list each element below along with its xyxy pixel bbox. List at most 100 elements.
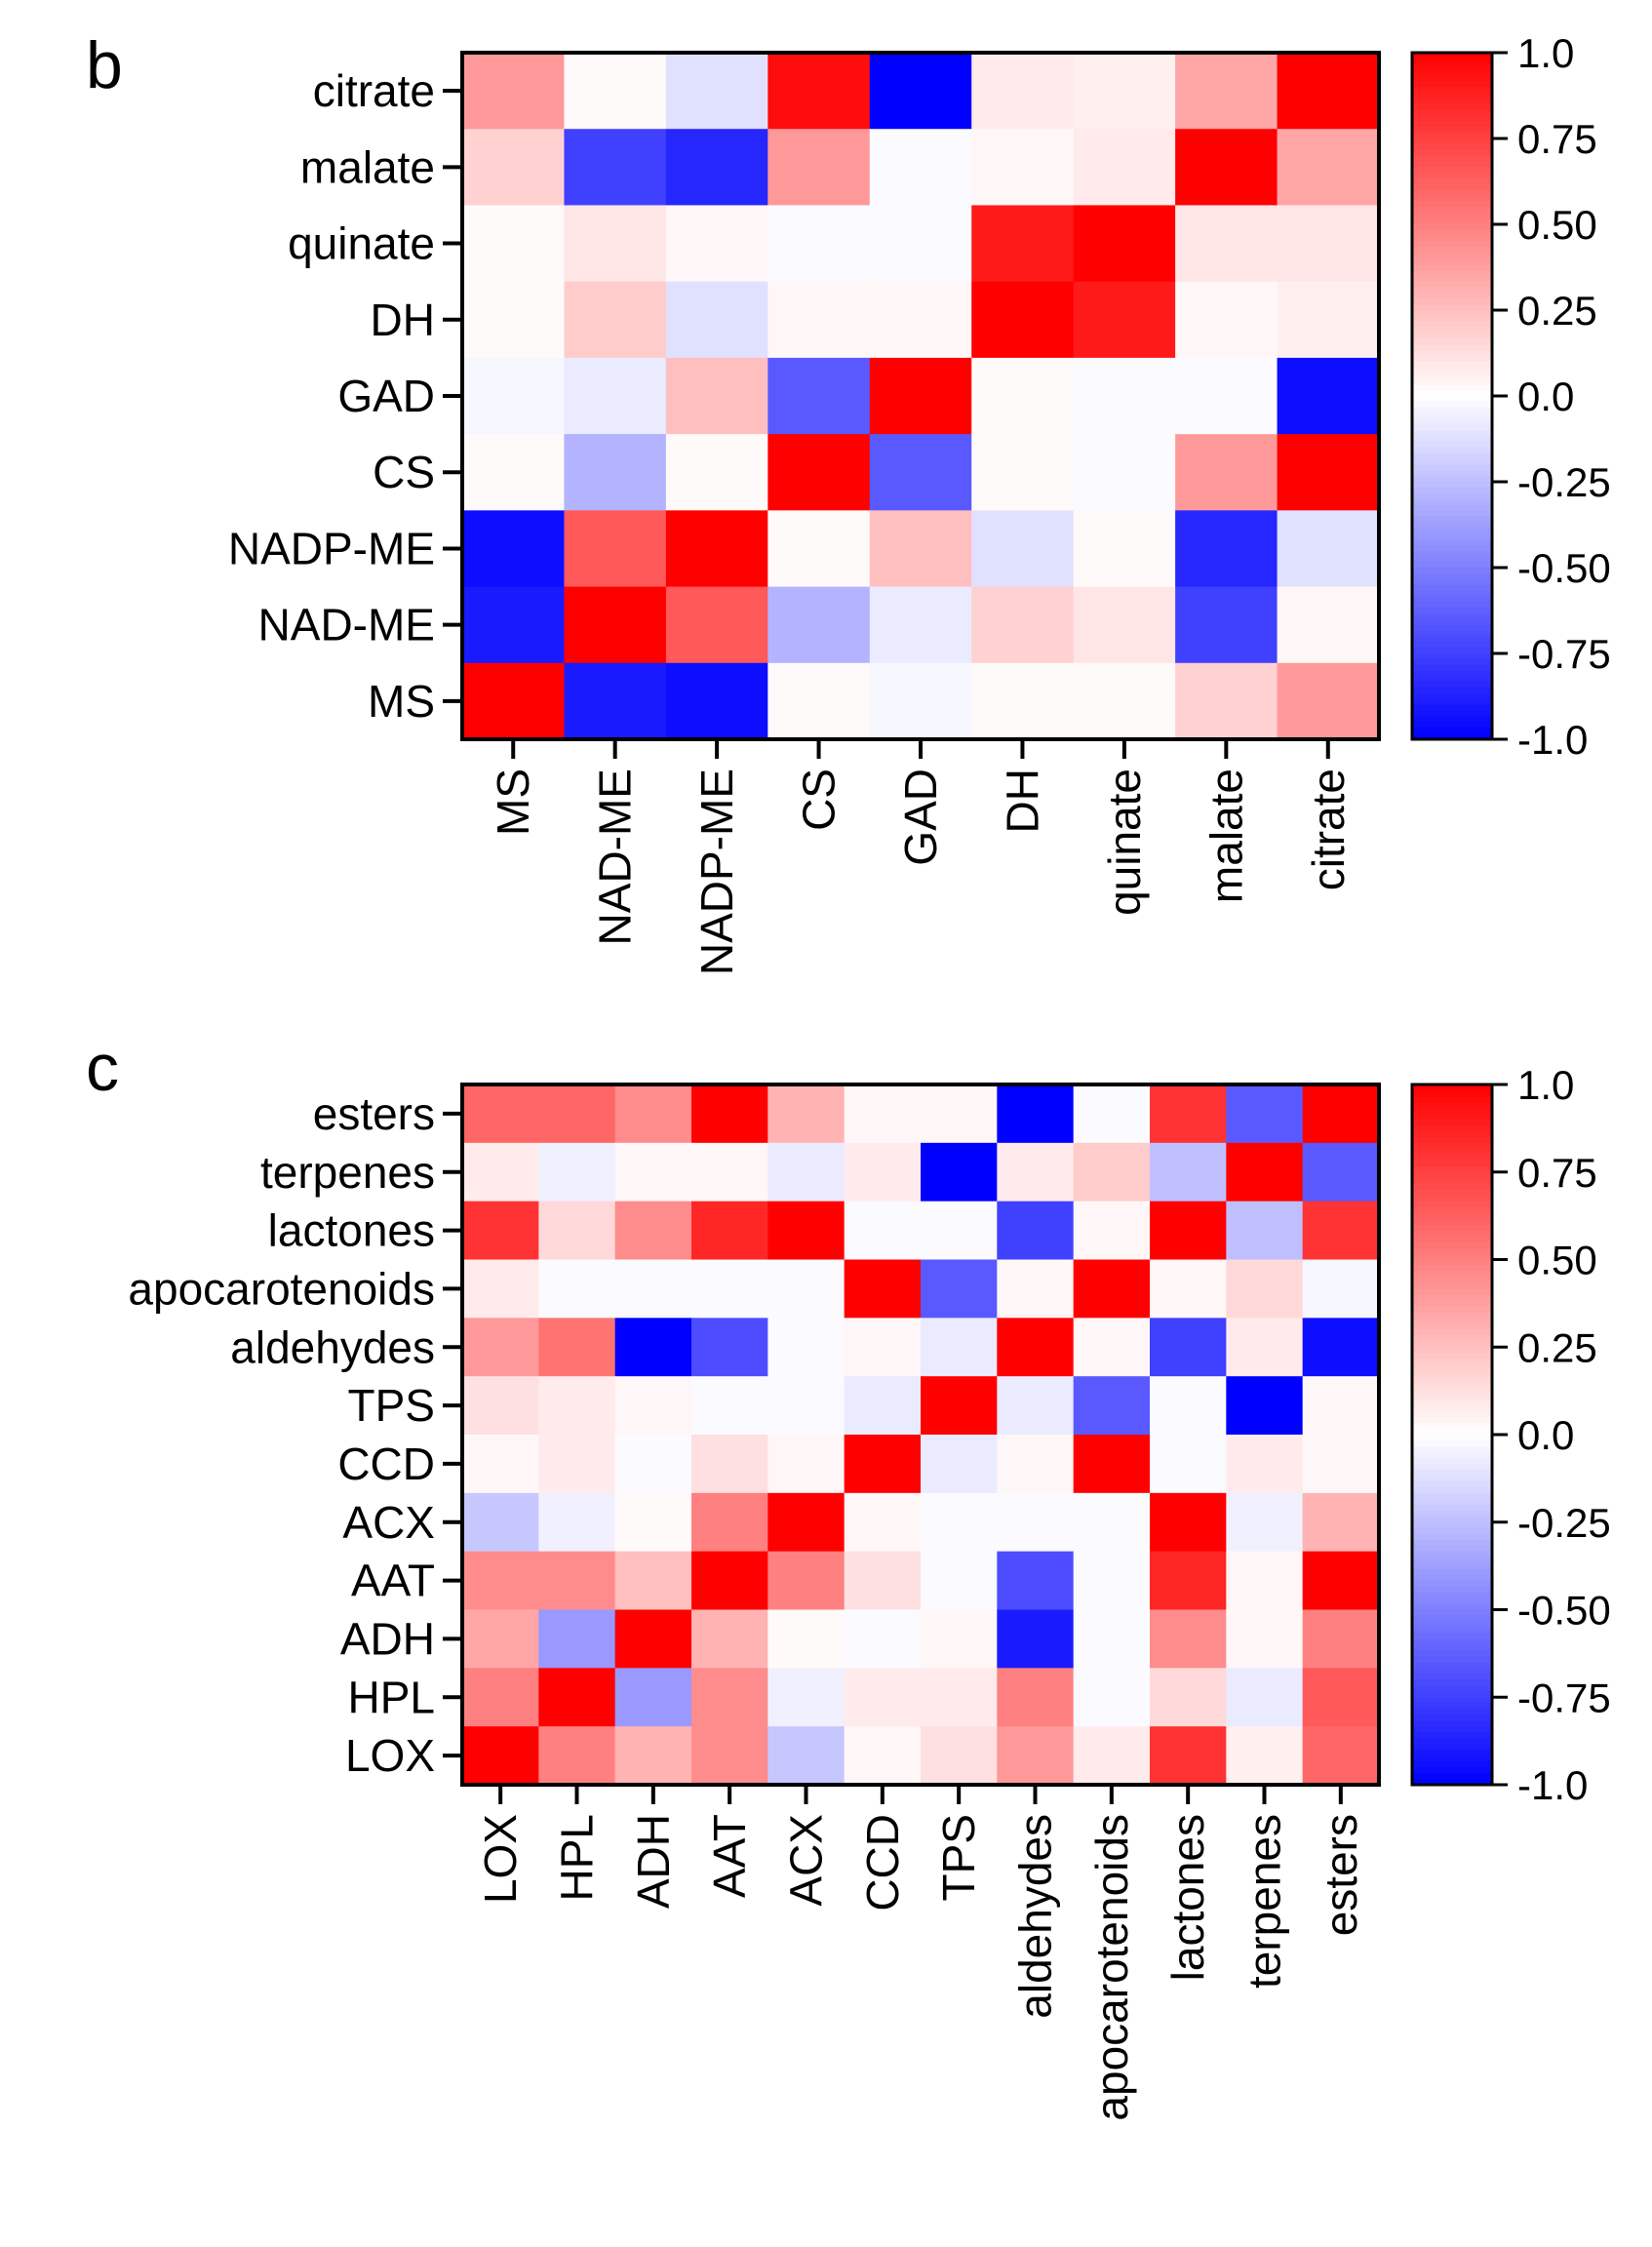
- colorbar-segment: [1412, 1621, 1492, 1629]
- heatmap-cell: [869, 281, 972, 359]
- colorbar-segment: [1412, 1417, 1492, 1424]
- colorbar-segment: [1412, 241, 1492, 249]
- heatmap-cell: [767, 205, 871, 283]
- colorbar-segment: [1412, 1212, 1492, 1220]
- colorbar-segment: [1412, 1382, 1492, 1389]
- heatmap-cell: [844, 1435, 922, 1494]
- heatmap-cell: [1150, 1435, 1227, 1494]
- colorbar-segment: [1412, 704, 1492, 712]
- heatmap-cell: [971, 510, 1075, 588]
- y-tick-label: GAD: [337, 371, 435, 421]
- y-tick-label: HPL: [348, 1672, 435, 1722]
- heatmap-cell: [691, 1609, 768, 1669]
- colorbar-segment: [1412, 121, 1492, 128]
- colorbar-segment: [1412, 1691, 1492, 1698]
- colorbar-tick-label: -0.75: [1517, 631, 1611, 677]
- heatmap-cell: [614, 1726, 692, 1786]
- colorbar-segment: [1412, 510, 1492, 517]
- colorbar-segment: [1412, 688, 1492, 694]
- colorbar-segment: [1412, 693, 1492, 700]
- colorbar-segment: [1412, 1586, 1492, 1594]
- heatmap-cell: [614, 1142, 692, 1202]
- heatmap-cell: [1226, 1492, 1304, 1553]
- heatmap-cell: [614, 1668, 692, 1727]
- heatmap-cell: [538, 1259, 616, 1319]
- heatmap-cell: [462, 1259, 539, 1319]
- heatmap-cell: [1150, 1376, 1227, 1436]
- colorbar-segment: [1412, 143, 1492, 151]
- y-tick-label: TPS: [348, 1380, 435, 1431]
- colorbar-segment: [1412, 1399, 1492, 1406]
- heatmap-cell: [767, 1084, 846, 1144]
- colorbar-segment: [1412, 1492, 1492, 1500]
- colorbar-segment: [1412, 1242, 1492, 1249]
- colorbar-segment: [1412, 1136, 1492, 1144]
- x-tick-label: GAD: [895, 769, 946, 866]
- heatmap-cell: [462, 1609, 539, 1669]
- heatmap-cell: [1277, 510, 1380, 588]
- colorbar-segment: [1412, 1475, 1492, 1482]
- colorbar-segment: [1412, 648, 1492, 654]
- colorbar-segment: [1412, 1480, 1492, 1488]
- heatmap-cell: [564, 434, 667, 511]
- heatmap-cell: [538, 1142, 616, 1202]
- colorbar-segment: [1412, 430, 1492, 437]
- y-tick-label: malate: [300, 141, 435, 192]
- heatmap-cell: [665, 357, 768, 435]
- colorbar-segment: [1412, 544, 1492, 551]
- heatmap-cell: [538, 1668, 616, 1727]
- colorbar-segment: [1412, 636, 1492, 643]
- heatmap-cell: [1226, 1609, 1304, 1669]
- colorbar-segment: [1412, 167, 1492, 174]
- heatmap-cell: [921, 1726, 998, 1786]
- colorbar-segment: [1412, 1394, 1492, 1400]
- heatmap-cell: [1175, 281, 1278, 359]
- colorbar-segment: [1412, 424, 1492, 431]
- heatmap-cell: [1302, 1435, 1380, 1494]
- heatmap-cell: [564, 205, 667, 283]
- heatmap-cell: [1302, 1668, 1380, 1727]
- heatmap-cell: [1150, 1726, 1227, 1786]
- heatmap-cell: [1302, 1726, 1380, 1786]
- heatmap-cell: [921, 1551, 998, 1611]
- colorbar-segment: [1412, 1703, 1492, 1710]
- colorbar-segment: [1412, 155, 1492, 163]
- heatmap-cell: [1175, 434, 1278, 511]
- heatmap-cell: [767, 510, 871, 588]
- heatmap-cell: [1073, 205, 1176, 283]
- x-tick-label: terpenes: [1239, 1814, 1290, 1989]
- heatmap-cell: [921, 1318, 998, 1377]
- heatmap-cell: [997, 1492, 1075, 1553]
- heatmap-cell: [767, 662, 871, 740]
- heatmap-cell: [462, 1201, 539, 1261]
- colorbar-segment: [1412, 584, 1492, 592]
- heatmap-cell: [538, 1492, 616, 1553]
- colorbar-segment: [1412, 716, 1492, 723]
- heatmap-cell: [1073, 1376, 1151, 1436]
- y-tick-label: MS: [368, 676, 435, 727]
- heatmap-cell: [462, 662, 566, 740]
- colorbar-segment: [1412, 482, 1492, 489]
- colorbar-segment: [1412, 1411, 1492, 1418]
- colorbar-segment: [1412, 53, 1492, 59]
- colorbar-segment: [1412, 1247, 1492, 1255]
- colorbar-segment: [1412, 138, 1492, 145]
- colorbar-segment: [1412, 1294, 1492, 1301]
- y-tick-label: aldehydes: [230, 1321, 435, 1372]
- heatmap-cell: [1175, 129, 1278, 207]
- heatmap-cell: [462, 510, 566, 588]
- heatmap-cell: [614, 1435, 692, 1494]
- colorbar-segment: [1412, 1107, 1492, 1115]
- heatmap-cell: [665, 662, 768, 740]
- colorbar-segment: [1412, 1638, 1492, 1645]
- colorbar-segment: [1412, 1089, 1492, 1097]
- colorbar-segment: [1412, 350, 1492, 357]
- heatmap-cell: [767, 1435, 846, 1494]
- heatmap-cell: [564, 510, 667, 588]
- colorbar-segment: [1412, 710, 1492, 718]
- x-tick-label: TPS: [933, 1814, 984, 1901]
- y-tick-label: ADH: [340, 1613, 435, 1664]
- x-axis-b: MS NAD-ME NADP-ME CS GAD DH quinate malate citra…: [488, 739, 1354, 975]
- colorbar-segment: [1412, 618, 1492, 626]
